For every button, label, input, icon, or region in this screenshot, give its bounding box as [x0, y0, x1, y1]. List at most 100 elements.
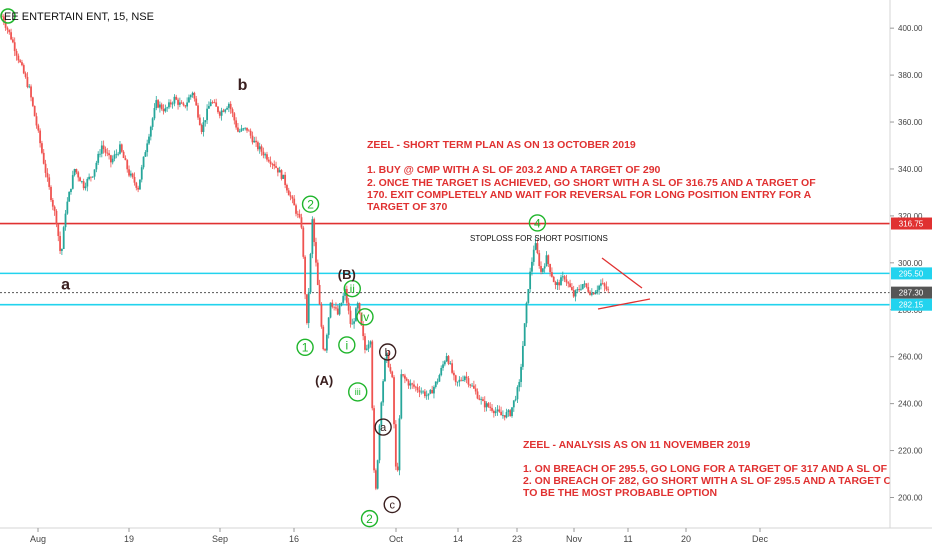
candle-body [498, 409, 501, 412]
candle-body [570, 287, 573, 291]
x-tick-label: Oct [389, 534, 404, 544]
candle-body [95, 162, 98, 170]
candle-body [238, 130, 241, 132]
candle-body [133, 176, 136, 183]
candle-body [269, 161, 272, 165]
plan1-line: 2. ONCE THE TARGET IS ACHIEVED, GO SHORT… [367, 177, 816, 189]
candle-body [360, 313, 363, 326]
candle-body [102, 145, 105, 150]
y-tick-label: 400.00 [898, 24, 923, 33]
candle-body [561, 276, 564, 278]
candle-body [289, 195, 292, 197]
candle-body [178, 102, 181, 105]
candle-body [186, 102, 189, 107]
candle-body [229, 103, 232, 110]
candle-body [351, 323, 354, 325]
candle-body [420, 391, 423, 393]
plan2-line: TO BE THE MOST PROBABLE OPTION [523, 487, 717, 499]
candle-body [358, 303, 361, 314]
candle-body [567, 282, 570, 284]
candle-body [574, 290, 577, 297]
candle-body [135, 182, 138, 188]
candle-body [516, 387, 519, 400]
candle-body [149, 126, 152, 137]
stoploss-price-tag [891, 217, 932, 230]
candle-body [129, 173, 132, 176]
candle-body [66, 201, 69, 214]
plan2-line: 1. ON BREACH OF 295.5, GO LONG FOR A TAR… [523, 463, 908, 475]
wave-label: i [345, 338, 348, 352]
candle-body [75, 169, 78, 173]
candle-body [55, 210, 58, 225]
candle-body [600, 283, 602, 286]
candle-body [166, 107, 169, 109]
wave-label-circle [374, 418, 392, 436]
candle-body [411, 383, 414, 385]
triangle-lower-line [597, 298, 651, 310]
candle-body [204, 120, 207, 123]
candle-body [151, 118, 154, 127]
candle-body [563, 276, 566, 280]
x-tick-label: Aug [30, 534, 46, 544]
chart-title: EE ENTERTAIN ENT, 15, NSE [4, 11, 154, 23]
time-axis[interactable] [0, 528, 932, 550]
x-tick-label: 11 [623, 534, 632, 544]
candle-body [502, 415, 504, 416]
candle-body [262, 151, 265, 156]
candle-body [175, 96, 178, 100]
candle-body [551, 272, 553, 277]
candle-body [590, 293, 593, 295]
candle-body [393, 377, 395, 425]
candle-body [307, 292, 310, 324]
candle-body [10, 32, 12, 40]
candle-body [427, 393, 430, 396]
candle-body [93, 169, 96, 177]
candle-body [242, 128, 245, 130]
candle-body [84, 186, 87, 189]
candle-body [131, 173, 134, 177]
candle-body [596, 289, 599, 292]
candle-body [284, 174, 287, 185]
candle-body [246, 127, 248, 131]
candle-body [267, 159, 270, 162]
candle-body [503, 415, 506, 418]
candle-body [57, 224, 60, 237]
candle-body [369, 341, 372, 345]
candle-body [422, 391, 424, 393]
candle-body [454, 375, 457, 382]
candle-body [295, 205, 297, 214]
plan1-title: ZEEL - SHORT TERM PLAN AS ON 13 OCTOBER … [367, 139, 636, 151]
candle-body [433, 386, 435, 394]
candle-body [119, 144, 121, 154]
candle-body [605, 286, 608, 290]
candle-body [560, 277, 562, 286]
candle-body [99, 153, 101, 155]
candle-body [22, 65, 25, 74]
candle-body [514, 399, 517, 401]
candle-body [594, 291, 597, 295]
candle-body [31, 97, 34, 106]
candle-body [128, 169, 130, 176]
candle-body [158, 104, 161, 108]
candle-body [327, 317, 330, 335]
candle-body [302, 227, 305, 257]
candle-body [549, 264, 552, 273]
last-price-price-tag [891, 286, 932, 299]
candle-body [189, 95, 192, 98]
candle-body [213, 102, 216, 104]
candle-body [108, 153, 110, 156]
wave-label: iii [355, 387, 361, 397]
candle-body [342, 295, 345, 303]
candle-body [347, 302, 350, 311]
candle-body [311, 219, 314, 254]
triangle-upper-line [601, 257, 643, 289]
candle-body [335, 307, 337, 309]
candle-body [492, 410, 495, 414]
candle-body [258, 146, 261, 150]
candle-body [169, 102, 172, 105]
candle-body [59, 236, 61, 251]
candle-body [104, 149, 107, 153]
candle-body [512, 400, 515, 408]
